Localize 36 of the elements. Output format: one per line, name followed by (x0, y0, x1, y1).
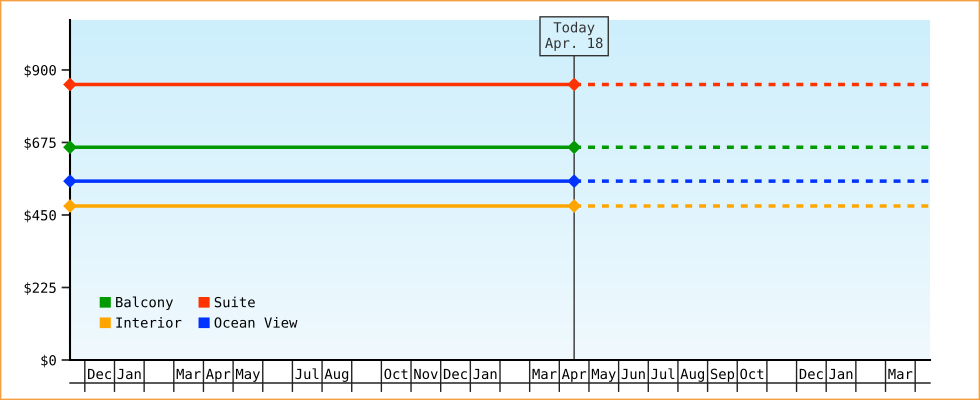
x-tick-label: Sep (710, 368, 734, 382)
x-tick-label: Oct (740, 368, 764, 380)
point (63, 78, 77, 92)
x-tick-label: Aug (680, 368, 704, 382)
x-tick-label: Dec (800, 368, 823, 380)
x-tick-label: May (236, 368, 260, 382)
x-tick-label: Jan (829, 368, 852, 380)
x-tick-label: Jan (473, 368, 496, 380)
annotation: Today Apr. 18 (545, 22, 603, 51)
y-tick-label: $0 (41, 354, 56, 368)
x-tick-label: Mar (532, 368, 556, 380)
y-tick-label: $450 (24, 210, 56, 222)
y-tick-label: $675 (24, 137, 56, 150)
x-tick-label: Aug (324, 368, 348, 382)
point (63, 174, 77, 188)
x-tick-label: Apr (562, 368, 586, 382)
x-tick-label: Jul (651, 368, 674, 380)
x-tick-label: Nov (414, 368, 438, 380)
legend-label: Suite (214, 296, 255, 308)
x-tick-label: Apr (206, 368, 230, 382)
legend-label: Ocean View (214, 317, 298, 328)
legend-label: Balcony (116, 296, 173, 310)
x-tick-label: Jan (118, 368, 141, 380)
x-tick-label: Mar (888, 368, 912, 380)
legend-label: Interior (116, 317, 182, 328)
x-tick-label: Mar (176, 368, 201, 380)
x-tick-label: May (592, 368, 616, 382)
x-tick-label: Dec (444, 368, 467, 380)
y-tick-label: $225 (24, 282, 56, 295)
point (63, 140, 77, 154)
x-tick-label: Jun (622, 368, 645, 380)
x-tick-label: Jul (295, 368, 318, 380)
point (63, 199, 77, 213)
x-tick-label: Oct (384, 368, 408, 380)
y-tick-label: $900 (24, 64, 56, 78)
x-tick-label: Dec (88, 368, 112, 380)
